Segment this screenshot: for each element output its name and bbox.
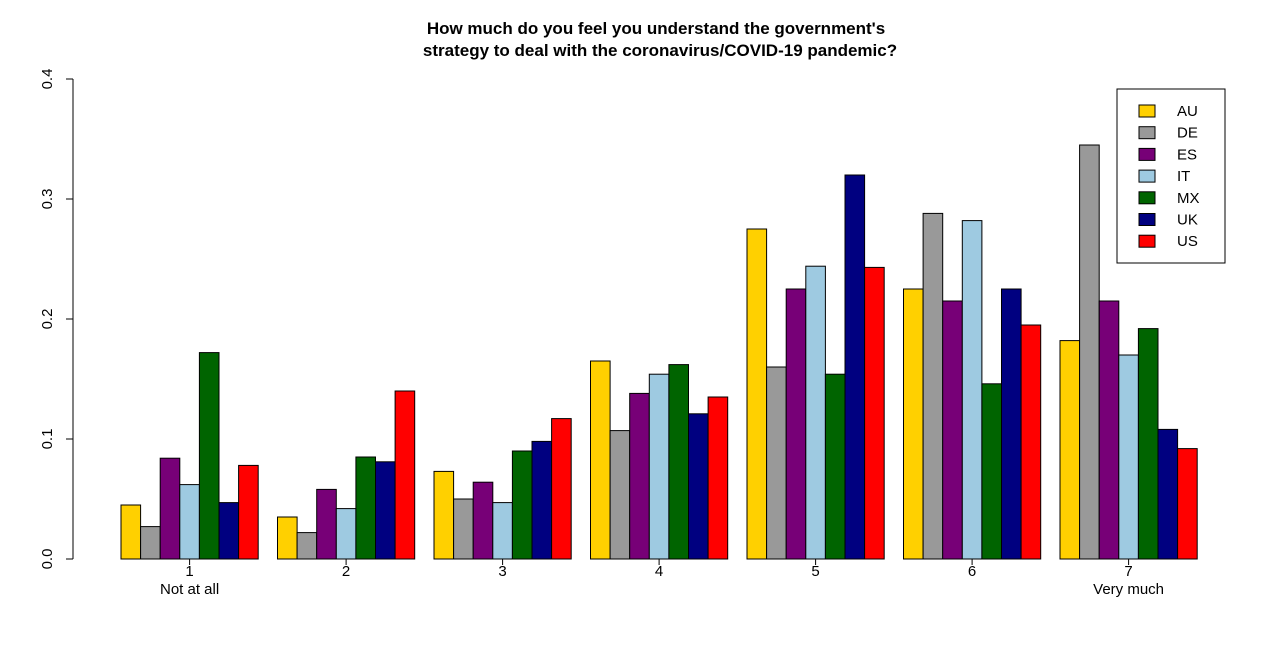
x-tick-label: 1	[185, 563, 193, 580]
bar-au-4	[590, 360, 611, 560]
legend-swatch-mx	[1138, 191, 1156, 205]
bar-us-7	[1177, 448, 1198, 560]
legend-label-de: DE	[1177, 125, 1198, 142]
bar-us-5	[864, 266, 885, 560]
chart-title-line-1: How much do you feel you understand the …	[427, 19, 885, 38]
legend-label-uk: UK	[1177, 212, 1198, 229]
bar-es-5	[785, 288, 807, 560]
bar-uk-3	[531, 440, 553, 560]
bar-uk-4	[688, 413, 709, 560]
bar-mx-2	[355, 456, 376, 560]
bar-de-7	[1079, 144, 1100, 560]
x-tick-label: 4	[655, 563, 663, 580]
bar-es-1	[159, 457, 181, 560]
bar-au-3	[433, 470, 455, 560]
bar-it-5	[805, 265, 826, 560]
bar-es-2	[316, 488, 337, 560]
bar-it-1	[179, 484, 200, 560]
bar-de-2	[296, 532, 318, 560]
bar-au-1	[120, 504, 142, 560]
bar-uk-6	[1001, 288, 1022, 560]
bar-it-4	[648, 373, 670, 560]
chart-title-line-2: strategy to deal with the coronavirus/CO…	[423, 41, 897, 60]
bar-de-3	[453, 498, 474, 560]
y-tick-label: 0.0	[39, 549, 56, 570]
bar-mx-3	[511, 450, 533, 560]
legend-label-es: ES	[1177, 146, 1197, 163]
bar-au-7	[1059, 340, 1081, 560]
bar-de-4	[609, 430, 631, 560]
bar-it-2	[335, 508, 357, 560]
bar-us-1	[238, 464, 259, 560]
bar-it-3	[492, 502, 513, 560]
legend-label-au: AU	[1177, 103, 1198, 120]
legend: AU DE ES IT MX UK US	[1116, 88, 1226, 264]
bar-es-3	[472, 481, 494, 560]
bar-es-6	[942, 300, 963, 560]
x-tick-label: 2	[342, 563, 350, 580]
bar-au-2	[277, 516, 298, 560]
bar-mx-6	[981, 383, 1003, 560]
y-tick-label: 0.4	[39, 69, 56, 90]
bar-de-6	[922, 212, 944, 560]
bar-it-6	[961, 220, 983, 560]
bar-mx-7	[1137, 328, 1159, 560]
y-axis: 0.0 0.1 0.2 0.3 0.4	[39, 69, 74, 570]
legend-label-it: IT	[1177, 168, 1190, 185]
bar-us-6	[1020, 324, 1042, 560]
bar-it-7	[1118, 354, 1139, 560]
x-tick-label: 5	[811, 563, 819, 580]
x-tick-label: 6	[968, 563, 976, 580]
bar-au-5	[746, 228, 768, 560]
x-tick-sublabel: Very much	[1093, 581, 1164, 598]
legend-swatch-de	[1138, 126, 1156, 140]
y-tick-label: 0.2	[39, 309, 56, 330]
legend-swatch-au	[1138, 104, 1156, 118]
y-tick-label: 0.3	[39, 189, 56, 210]
legend-swatch-es	[1138, 147, 1156, 161]
x-tick-label: 7	[1124, 563, 1132, 580]
bar-us-4	[707, 396, 729, 560]
bar-uk-1	[218, 502, 240, 560]
legend-swatch-us	[1138, 234, 1156, 248]
bar-mx-5	[824, 373, 846, 560]
bar-us-2	[394, 390, 416, 560]
bar-us-3	[551, 418, 572, 560]
bar-uk-7	[1157, 428, 1179, 560]
legend-label-mx: MX	[1177, 190, 1200, 207]
bar-es-7	[1098, 300, 1120, 560]
bar-uk-2	[375, 461, 396, 560]
bar-de-1	[140, 526, 161, 560]
bar-mx-4	[668, 364, 690, 560]
y-tick-label: 0.1	[39, 429, 56, 450]
bars-group	[120, 144, 1198, 560]
legend-label-us: US	[1177, 233, 1198, 250]
legend-swatch-uk	[1138, 213, 1156, 226]
legend-swatch-it	[1138, 169, 1156, 183]
x-tick-sublabel: Not at all	[160, 581, 219, 598]
bar-uk-5	[844, 174, 866, 560]
bar-de-5	[766, 366, 787, 560]
bar-mx-1	[198, 352, 220, 560]
legend-box	[1116, 88, 1226, 264]
bar-es-4	[629, 392, 650, 560]
bar-au-6	[903, 288, 924, 560]
x-tick-label: 3	[498, 563, 506, 580]
